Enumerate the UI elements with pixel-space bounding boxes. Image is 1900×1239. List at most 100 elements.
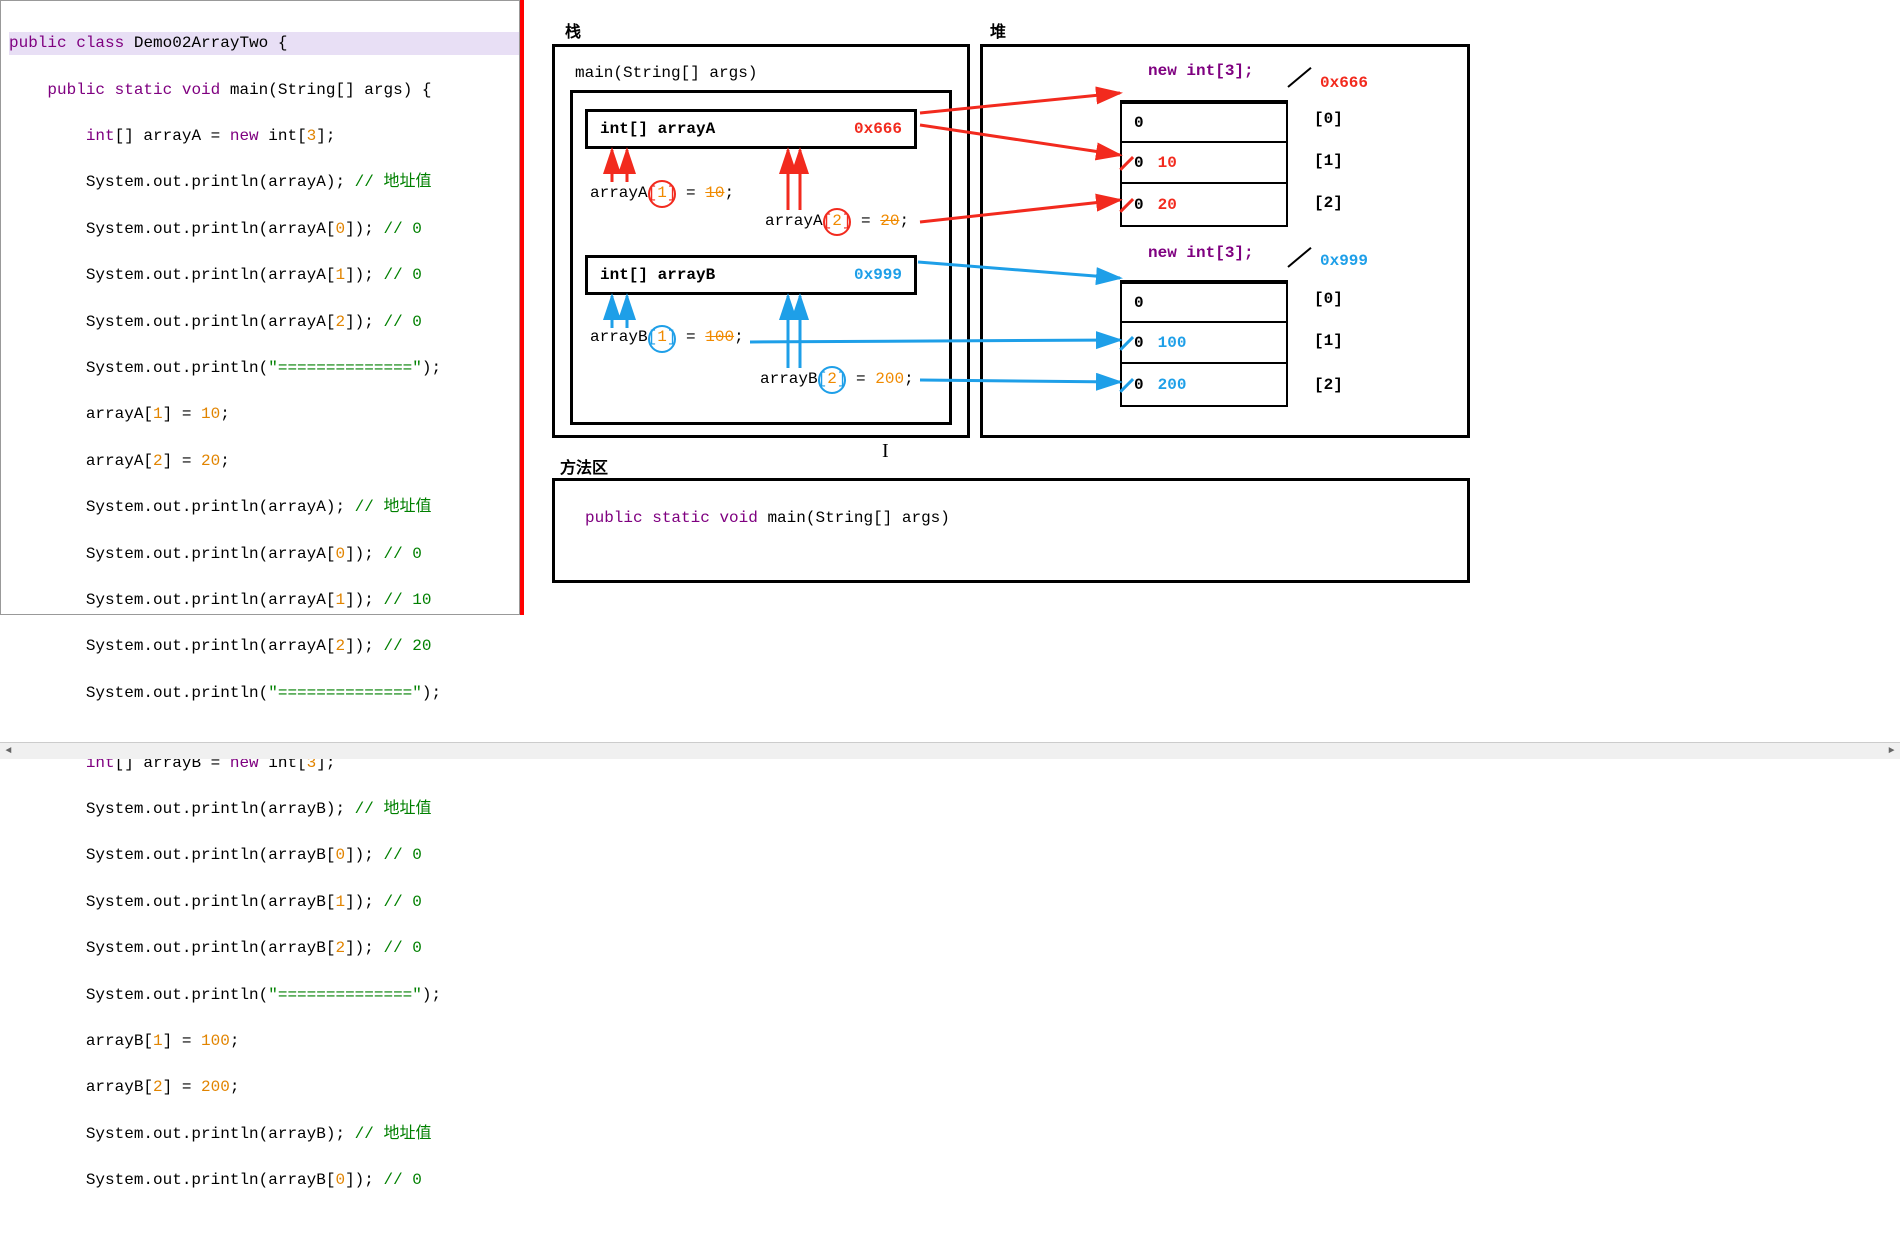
sc: ; (734, 328, 744, 346)
method-area-title: 方法区 (560, 454, 608, 478)
eq: = (846, 370, 875, 388)
string: "==============" (268, 359, 422, 377)
heap-array-b: 0 0 100 0200 (1120, 280, 1288, 407)
kw: void (719, 509, 757, 527)
txt: arrayB[ (86, 1078, 153, 1096)
kw: new (230, 127, 259, 145)
txt: System.out.println(arrayA[ (86, 220, 336, 238)
txt: ; (220, 452, 230, 470)
string: "==============" (268, 684, 422, 702)
idx: 0 (335, 1171, 345, 1189)
v: 20 (880, 212, 899, 230)
pre: arrayB (760, 370, 818, 388)
idx: [0] (1314, 290, 1343, 308)
stack-var-b: int[] arrayB 0x999 (585, 255, 917, 295)
kw: int (86, 127, 115, 145)
heap-cell: 0 (1120, 102, 1288, 143)
txt: ] = (163, 405, 201, 423)
txt: ]); (345, 266, 383, 284)
eq: = (676, 328, 705, 346)
heap-addr-b: 0x999 (1320, 252, 1368, 270)
idx: 2 (153, 452, 163, 470)
txt: ]); (345, 220, 383, 238)
brace: { (278, 34, 288, 52)
txt: ); (422, 986, 441, 1004)
txt: System.out.println(arrayB[ (86, 939, 336, 957)
stack-title: 栈 (565, 18, 581, 42)
txt: System.out.println(arrayA[ (86, 266, 336, 284)
txt: System.out.println(arrayB[ (86, 1171, 336, 1189)
txt: System.out.println(arrayB); (86, 800, 355, 818)
idx: 0 (335, 545, 345, 563)
var-decl: int[] arrayB (600, 266, 715, 284)
comment: // 地址值 (355, 498, 432, 516)
circle-icon (818, 366, 846, 394)
txt: arrayA[ (86, 452, 153, 470)
circle-icon (648, 325, 676, 353)
txt: ]); (345, 637, 383, 655)
comment: // 0 (383, 266, 421, 284)
horizontal-scrollbar[interactable]: ◄ ► (0, 742, 1900, 759)
comment: // 0 (383, 220, 421, 238)
old-val: 0 (1134, 196, 1144, 214)
num: 20 (201, 452, 220, 470)
txt: ] = (163, 1078, 201, 1096)
txt: ; (220, 405, 230, 423)
params: (String[] args) (268, 81, 412, 99)
txt: arrayB[ (86, 1032, 153, 1050)
comment: // 地址值 (355, 1125, 432, 1143)
kw: void (182, 81, 220, 99)
pre: arrayA (590, 184, 648, 202)
kw: public (9, 34, 67, 52)
new-val: 100 (1158, 334, 1187, 352)
new-val: 200 (1158, 376, 1187, 394)
txt: System.out.println(arrayA[ (86, 637, 336, 655)
old-val: 0 (1134, 334, 1144, 352)
txt: int[ (259, 127, 307, 145)
var-addr: 0x666 (854, 120, 902, 138)
idx: 2 (335, 637, 345, 655)
txt: new int[3]; (1148, 62, 1254, 80)
txt: System.out.println( (86, 359, 268, 377)
idx: 1 (153, 1032, 163, 1050)
sc: ; (904, 370, 914, 388)
kw: public (47, 81, 105, 99)
sc: ; (724, 184, 734, 202)
class-name: Demo02ArrayTwo (134, 34, 268, 52)
text-cursor-icon: I (882, 440, 889, 463)
pre: arrayA (765, 212, 823, 230)
scroll-left-icon[interactable]: ◄ (0, 743, 17, 760)
txt: ]); (345, 939, 383, 957)
method-name: main (230, 81, 268, 99)
txt: System.out.println( (86, 684, 268, 702)
idx: 2 (335, 939, 345, 957)
txt: ]); (345, 545, 383, 563)
old-val: 0 (1134, 154, 1144, 172)
txt: ]); (345, 846, 383, 864)
sc: ; (899, 212, 909, 230)
v: 100 (705, 328, 734, 346)
kw: static (652, 509, 710, 527)
heap-array-a: 0 010 020 (1120, 100, 1288, 227)
txt: [] arrayA = (115, 127, 230, 145)
comment: // 0 (383, 893, 421, 911)
heap-addr-a: 0x666 (1320, 74, 1368, 92)
idx: 0 (335, 220, 345, 238)
v: 10 (705, 184, 724, 202)
pre: arrayB (590, 328, 648, 346)
txt: System.out.println( (86, 986, 268, 1004)
idx: 1 (335, 266, 345, 284)
scroll-right-icon[interactable]: ► (1883, 743, 1900, 760)
txt: ); (422, 359, 441, 377)
val: 0 (1134, 294, 1144, 312)
comment: // 10 (383, 591, 431, 609)
num: 200 (201, 1078, 230, 1096)
txt: ); (422, 684, 441, 702)
main-call-label: main(String[] args) (575, 64, 757, 82)
txt: System.out.println(arrayA[ (86, 545, 336, 563)
txt: ] = (163, 1032, 201, 1050)
heap-cell: 0200 (1120, 364, 1288, 405)
eq: = (676, 184, 705, 202)
comment: // 0 (383, 313, 421, 331)
comment: // 地址值 (355, 173, 432, 191)
